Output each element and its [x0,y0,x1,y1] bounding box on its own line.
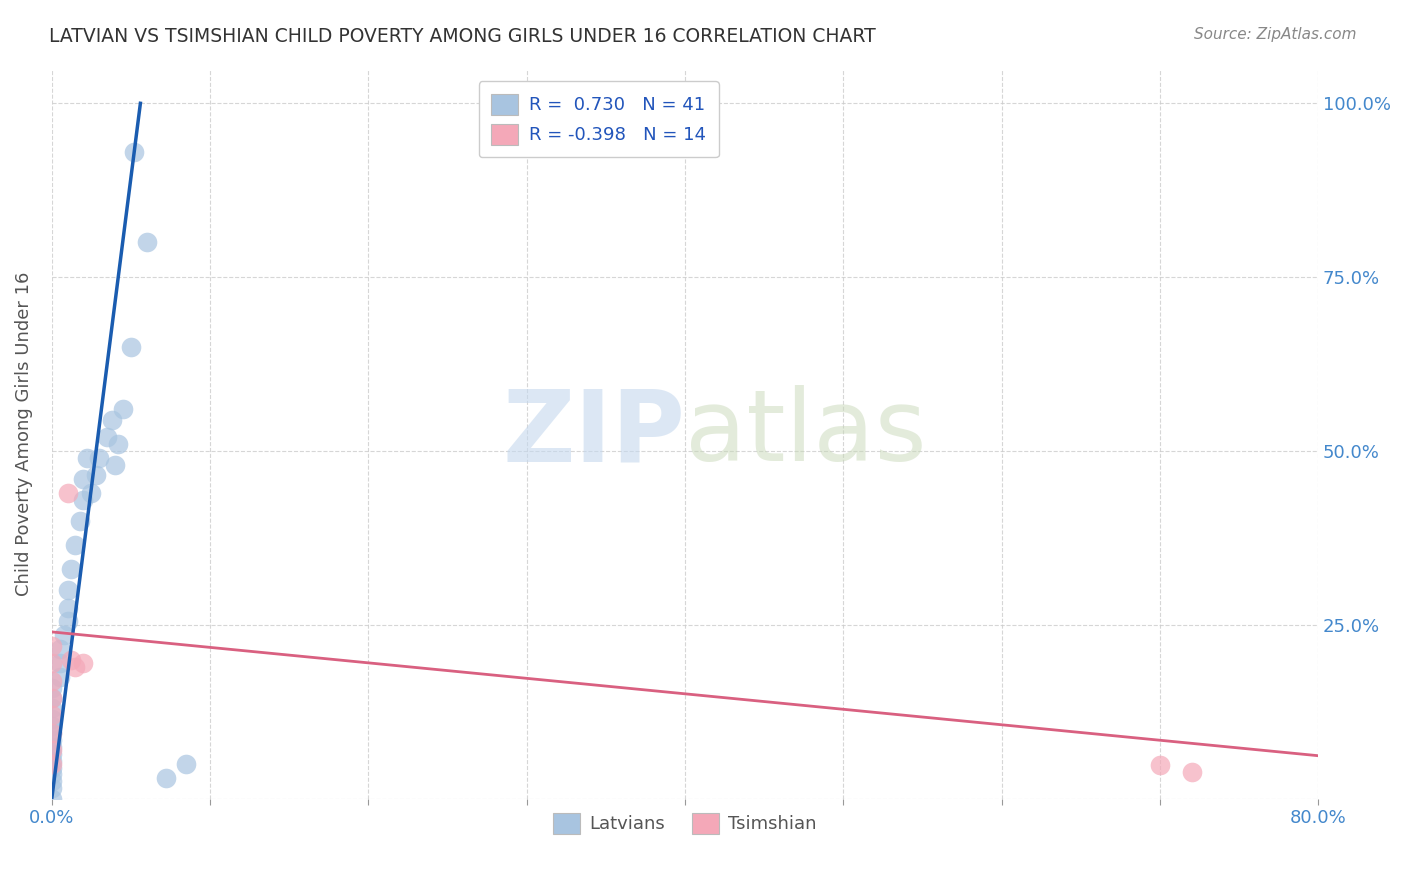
Point [1149,758,1171,772]
Point [41,757,63,772]
Point [48,670,70,684]
Text: Source: ZipAtlas.com: Source: ZipAtlas.com [1194,27,1357,42]
Point [84,468,107,483]
Point [48,657,70,671]
Point [41,725,63,739]
Point [65,659,87,673]
Point [59,562,82,576]
Point [96,430,118,444]
Point [41,754,63,768]
Point [111,402,134,417]
Text: atlas: atlas [685,385,927,483]
Point [59,653,82,667]
Point [41,781,63,796]
Point [41,701,63,715]
Point [80,485,103,500]
Point [41,725,63,739]
Text: LATVIAN VS TSIMSHIAN CHILD POVERTY AMONG GIRLS UNDER 16 CORRELATION CHART: LATVIAN VS TSIMSHIAN CHILD POVERTY AMONG… [49,27,876,45]
Point [89,450,111,465]
Point [120,340,142,354]
Point [56,485,79,500]
Point [41,639,63,653]
Point [41,712,63,726]
Point [41,690,63,705]
Point [69,514,91,528]
Point [1180,765,1202,780]
Point [122,145,145,159]
Point [41,743,63,757]
Point [65,538,87,552]
Point [41,739,63,754]
Point [104,458,127,472]
Point [107,437,129,451]
Point [41,719,63,733]
Point [41,681,63,695]
Point [56,583,79,598]
Point [72,472,94,486]
Point [56,615,79,629]
Point [56,600,79,615]
Point [53,628,76,642]
Legend: Latvians, Tsimshian: Latvians, Tsimshian [543,802,828,845]
Y-axis label: Child Poverty Among Girls Under 16: Child Poverty Among Girls Under 16 [15,271,32,596]
Text: ZIP: ZIP [502,385,685,483]
Point [41,792,63,806]
Point [41,760,63,774]
Point [176,757,198,772]
Point [41,690,63,705]
Point [41,732,63,747]
Point [41,657,63,671]
Point [76,450,98,465]
Point [135,235,157,250]
Point [41,774,63,789]
Point [41,767,63,781]
Point [72,492,94,507]
Point [41,673,63,688]
Point [155,771,177,785]
Point [48,642,70,657]
Point [41,747,63,761]
Point [72,657,94,671]
Point [101,413,124,427]
Point [41,708,63,723]
